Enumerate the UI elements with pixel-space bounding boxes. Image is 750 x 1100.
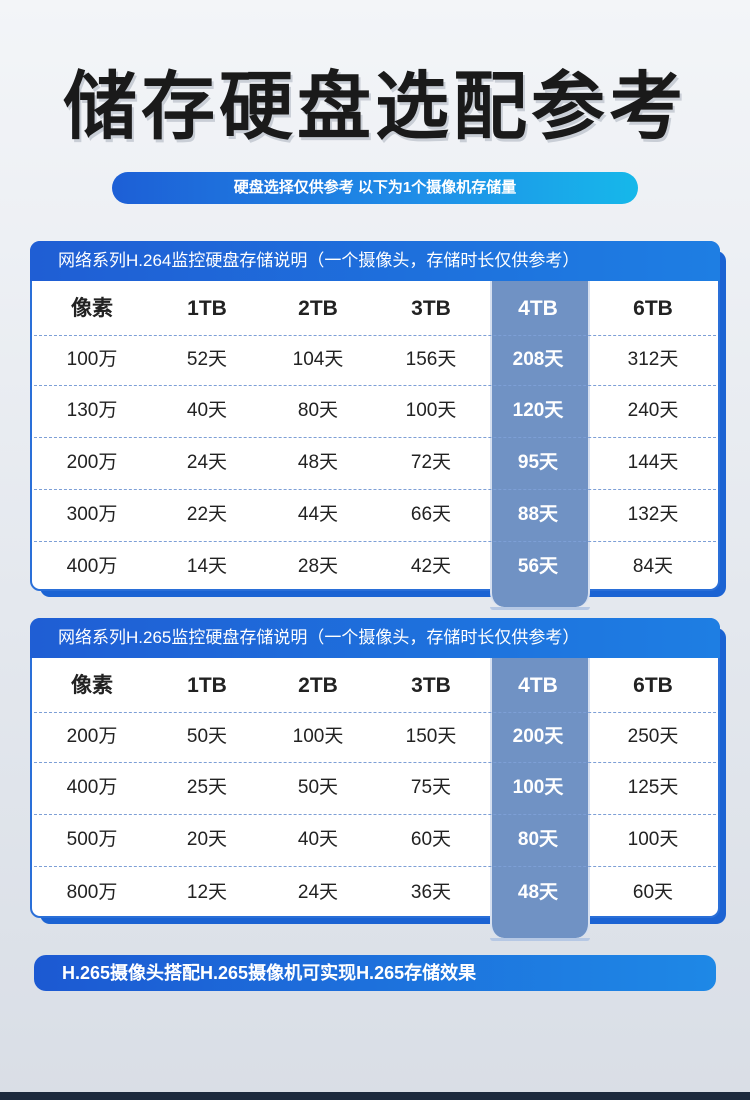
row-resolution: 130万 <box>66 400 118 421</box>
row-divider <box>34 385 716 386</box>
row-divider <box>34 712 716 713</box>
row-divider <box>34 866 716 867</box>
row-resolution: 800万 <box>66 882 118 903</box>
row-divider <box>34 489 716 490</box>
column-header: 4TB <box>518 674 558 697</box>
row-days: 60天 <box>632 882 674 903</box>
row-days: 208天 <box>512 349 564 370</box>
row-days: 132天 <box>627 504 679 525</box>
column-header: 3TB <box>411 674 451 697</box>
row-days: 88天 <box>517 504 559 525</box>
table-row: 200万 50天 100天 150天 200天 250天 <box>32 712 718 762</box>
page-title: 储存硬盘选配参考 <box>63 64 687 150</box>
row-days: 80天 <box>517 829 559 850</box>
subtitle-banner: 硬盘选择仅供参考 以下为1个摄像机存储量 <box>112 172 638 204</box>
highlight-column-4tb <box>490 658 590 941</box>
row-days: 25天 <box>186 777 228 798</box>
table-header-title: 网络系列H.264监控硬盘存储说明（一个摄像头，存储时长仅供参考） <box>30 241 720 281</box>
row-days: 200天 <box>512 726 564 747</box>
table-row: 400万 25天 50天 75天 100天 125天 <box>32 762 718 814</box>
row-resolution: 200万 <box>66 726 118 747</box>
row-days: 24天 <box>186 452 228 473</box>
column-header: 1TB <box>187 297 227 320</box>
table-row: 400万 14天 28天 42天 56天 84天 <box>32 541 718 593</box>
row-days: 20天 <box>186 829 228 850</box>
row-days: 22天 <box>186 504 228 525</box>
row-days: 100天 <box>405 400 457 421</box>
row-days: 50天 <box>186 726 228 747</box>
row-days: 156天 <box>405 349 457 370</box>
column-header: 1TB <box>187 674 227 697</box>
row-days: 75天 <box>410 777 452 798</box>
row-resolution: 100万 <box>66 349 118 370</box>
table-row: 200万 24天 48天 72天 95天 144天 <box>32 437 718 489</box>
row-resolution: 300万 <box>66 504 118 525</box>
row-days: 50天 <box>297 777 339 798</box>
row-days: 80天 <box>297 400 339 421</box>
table-column-headers: 像素 1TB 2TB 3TB 4TB 6TB <box>32 283 718 335</box>
row-days: 120天 <box>512 400 564 421</box>
row-days: 240天 <box>627 400 679 421</box>
row-days: 104天 <box>292 349 344 370</box>
row-resolution: 400万 <box>66 777 118 798</box>
row-days: 250天 <box>627 726 679 747</box>
row-days: 312天 <box>627 349 679 370</box>
row-divider <box>34 814 716 815</box>
row-days: 36天 <box>410 882 452 903</box>
column-header: 2TB <box>298 674 338 697</box>
column-header: 4TB <box>518 297 558 320</box>
table-card: 网络系列H.264监控硬盘存储说明（一个摄像头，存储时长仅供参考） 像素 1TB 2… <box>30 241 720 610</box>
table-header-title: 网络系列H.265监控硬盘存储说明（一个摄像头，存储时长仅供参考） <box>30 618 720 658</box>
h265-storage-table: 网络系列H.265监控硬盘存储说明（一个摄像头，存储时长仅供参考） 像素 1TB 2… <box>30 618 726 941</box>
row-days: 66天 <box>410 504 452 525</box>
h264-storage-table: 网络系列H.264监控硬盘存储说明（一个摄像头，存储时长仅供参考） 像素 1TB 2… <box>30 241 726 610</box>
row-resolution: 500万 <box>66 829 118 850</box>
row-days: 60天 <box>410 829 452 850</box>
row-divider <box>34 541 716 542</box>
column-header: 6TB <box>633 297 673 320</box>
row-days: 44天 <box>297 504 339 525</box>
bottom-bar <box>0 1092 750 1100</box>
row-resolution: 200万 <box>66 452 118 473</box>
table-card: 网络系列H.265监控硬盘存储说明（一个摄像头，存储时长仅供参考） 像素 1TB 2… <box>30 618 720 941</box>
row-days: 48天 <box>517 882 559 903</box>
column-header: 像素 <box>71 674 113 697</box>
footer-note: H.265摄像头搭配H.265摄像机可实现H.265存储效果 <box>34 955 716 991</box>
row-days: 95天 <box>517 452 559 473</box>
row-divider <box>34 437 716 438</box>
table-row: 800万 12天 24天 36天 48天 60天 <box>32 866 718 920</box>
table-row: 130万 40天 80天 100天 120天 240天 <box>32 385 718 437</box>
row-days: 56天 <box>517 556 559 577</box>
row-resolution: 400万 <box>66 556 118 577</box>
row-days: 24天 <box>297 882 339 903</box>
table-row: 500万 20天 40天 60天 80天 100天 <box>32 814 718 866</box>
row-divider <box>34 335 716 336</box>
row-days: 84天 <box>632 556 674 577</box>
row-days: 12天 <box>186 882 228 903</box>
row-days: 14天 <box>186 556 228 577</box>
row-days: 72天 <box>410 452 452 473</box>
row-days: 52天 <box>186 349 228 370</box>
row-days: 100天 <box>627 829 679 850</box>
row-days: 125天 <box>627 777 679 798</box>
column-header: 3TB <box>411 297 451 320</box>
column-header: 像素 <box>71 297 113 320</box>
row-days: 150天 <box>405 726 457 747</box>
row-days: 40天 <box>186 400 228 421</box>
table-row: 100万 52天 104天 156天 208天 312天 <box>32 335 718 385</box>
table-row: 300万 22天 44天 66天 88天 132天 <box>32 489 718 541</box>
row-divider <box>34 762 716 763</box>
column-header: 2TB <box>298 297 338 320</box>
table-column-headers: 像素 1TB 2TB 3TB 4TB 6TB <box>32 660 718 712</box>
row-days: 40天 <box>297 829 339 850</box>
row-days: 144天 <box>627 452 679 473</box>
row-days: 28天 <box>297 556 339 577</box>
row-days: 100天 <box>512 777 564 798</box>
column-header: 6TB <box>633 674 673 697</box>
row-days: 100天 <box>292 726 344 747</box>
row-days: 42天 <box>410 556 452 577</box>
row-days: 48天 <box>297 452 339 473</box>
